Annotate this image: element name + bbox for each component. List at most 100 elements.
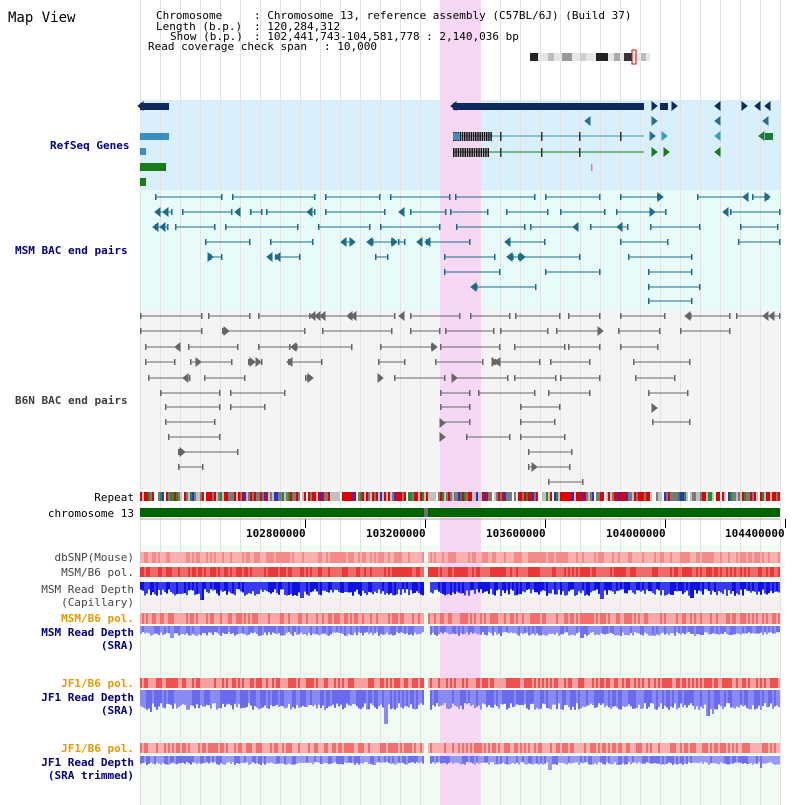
coverage-cell [422,743,424,753]
coverage-cell [222,743,224,753]
repeat-element [698,492,700,501]
depth-bar [520,690,522,705]
coverage-cell [666,743,668,753]
depth-bar [240,756,242,764]
repeat-element [654,492,656,501]
depth-bar [496,690,498,707]
coverage-cell [354,552,356,563]
depth-bar [286,690,288,708]
depth-bar [282,626,284,636]
coverage-cell [630,552,632,563]
bac-end-marker [175,224,177,230]
coverage-cell [452,743,454,753]
coverage-cell [452,678,454,688]
depth-bar [476,582,478,590]
depth-bar [466,626,468,633]
coverage-cell [564,552,566,563]
depth-bar [600,756,602,763]
depth-bar [674,756,676,764]
coverage-cell [372,613,374,624]
coverage-cell [146,743,148,753]
depth-bar [256,756,258,764]
depth-bar [140,690,142,707]
bac-end-marker [325,194,327,200]
bac-end-marker [232,194,234,200]
feature-arrow [286,356,293,368]
bac-end-marker [237,344,239,350]
depth-bar [542,756,544,765]
depth-bar [250,626,252,633]
depth-bar [522,582,524,592]
depth-bar [574,582,576,596]
repeat-element [446,492,448,501]
bac-end-marker [231,209,233,215]
depth-bar [414,690,416,710]
coverage-cell [442,678,444,688]
track-label-msm-bac[interactable]: MSM BAC end pairs [15,244,128,257]
bac-end-marker [652,419,654,425]
depth-bar [570,626,572,636]
depth-bar [490,582,492,590]
depth-bar [772,690,774,710]
depth-bar [416,626,418,635]
depth-bar [282,690,284,707]
depth-bar [348,582,350,593]
coverage-cell [648,678,650,688]
depth-bar [240,582,242,592]
coverage-cell [148,613,150,624]
gene-exon [475,132,477,141]
coverage-cell [310,552,312,563]
repeat-element [498,492,500,501]
depth-bar [762,626,764,635]
coverage-cell [362,567,364,577]
depth-bar [636,690,638,708]
coverage-cell [640,552,642,563]
depth-bar [278,626,280,633]
coverage-cell [500,567,502,577]
bac-end-marker [487,209,489,215]
depth-bar [752,756,754,765]
coverage-cell [172,678,174,688]
coverage-cell [218,613,220,624]
feature-arrow [684,310,691,322]
track-label-refseq[interactable]: RefSeq Genes [50,139,130,152]
depth-bar [552,626,554,634]
coverage-cell [752,613,754,624]
coverage-cell [336,613,338,624]
repeat-element [194,492,196,501]
depth-bar [558,582,560,590]
coverage-cell [774,743,776,753]
coverage-cell [776,678,778,688]
depth-bar [300,582,302,598]
bac-end-marker [544,239,546,245]
depth-bar [280,626,282,636]
coverage-cell [334,743,336,753]
gene-exon [485,148,487,157]
coverage-cell [764,678,766,688]
coverage-cell [304,567,306,577]
repeat-element [728,492,730,501]
depth-bar [462,756,464,764]
depth-bar [378,582,380,590]
depth-bar [708,690,710,716]
coverage-cell [248,743,250,753]
coverage-cell [754,567,756,577]
track-label-b6n-bac[interactable]: B6N BAC end pairs [15,394,128,407]
depth-bar [328,756,330,765]
coverage-cell [506,678,508,688]
coverage-cell [762,552,764,563]
coverage-cell [144,567,146,577]
bac-end-marker [730,209,732,215]
depth-bar [368,690,370,710]
coverage-cell [268,567,270,577]
coverage-cell [712,552,714,563]
coverage-cell [552,552,554,563]
depth-bar [660,626,662,634]
depth-bar [536,582,538,593]
coverage-cell [454,552,456,563]
coverage-cell [726,552,728,563]
coverage-cell [498,567,500,577]
depth-bar [480,690,482,710]
coverage-cell [528,613,530,624]
